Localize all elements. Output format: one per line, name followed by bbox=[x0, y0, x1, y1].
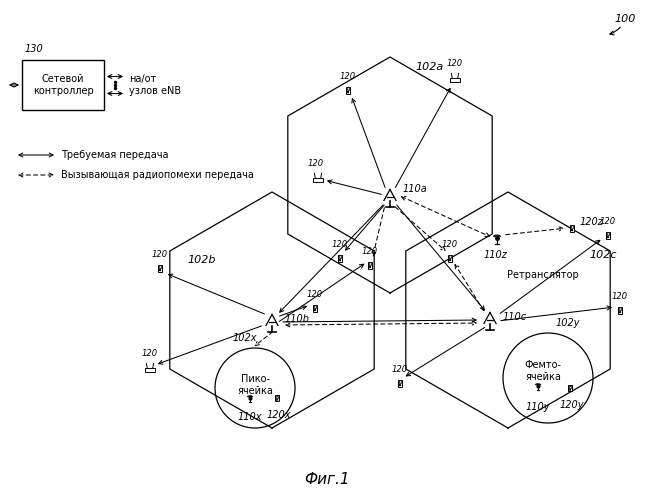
Text: 102c: 102c bbox=[590, 250, 617, 260]
Text: 120: 120 bbox=[142, 349, 158, 358]
Bar bbox=[275, 395, 279, 401]
Text: Пико-
ячейка: Пико- ячейка bbox=[237, 374, 273, 396]
Text: на/от
узлов eNB: на/от узлов eNB bbox=[129, 74, 181, 96]
Circle shape bbox=[369, 266, 371, 268]
Text: 120: 120 bbox=[307, 290, 323, 299]
Bar bbox=[368, 262, 372, 268]
Bar bbox=[314, 306, 316, 308]
Text: 110x: 110x bbox=[238, 412, 262, 422]
Bar bbox=[369, 262, 371, 266]
Text: 100: 100 bbox=[614, 14, 636, 24]
Text: 120: 120 bbox=[612, 292, 628, 301]
Bar bbox=[571, 226, 574, 228]
Bar bbox=[448, 254, 452, 262]
Text: 120: 120 bbox=[340, 72, 356, 81]
Text: 110a: 110a bbox=[403, 184, 428, 194]
Text: 120z: 120z bbox=[580, 217, 604, 227]
Bar bbox=[339, 256, 341, 258]
Text: 102b: 102b bbox=[188, 255, 216, 265]
Text: 120: 120 bbox=[308, 159, 324, 168]
Text: 120: 120 bbox=[392, 365, 408, 374]
Bar bbox=[570, 224, 574, 232]
Text: Ретранслятор: Ретранслятор bbox=[507, 270, 579, 280]
Bar bbox=[338, 254, 342, 262]
Bar bbox=[450, 78, 460, 82]
Bar bbox=[618, 306, 622, 314]
Text: 120: 120 bbox=[152, 250, 168, 259]
Bar bbox=[398, 380, 402, 386]
Bar bbox=[607, 232, 609, 235]
Text: Требуемая передача: Требуемая передача bbox=[61, 150, 168, 160]
Bar bbox=[346, 88, 350, 90]
Bar bbox=[313, 304, 317, 312]
Text: 120: 120 bbox=[332, 240, 348, 249]
Bar bbox=[569, 386, 571, 388]
Bar bbox=[145, 368, 155, 372]
Text: 120: 120 bbox=[442, 240, 458, 249]
Bar bbox=[346, 86, 350, 94]
Text: 110b: 110b bbox=[285, 314, 310, 324]
Text: Фиг.1: Фиг.1 bbox=[304, 472, 350, 487]
Text: 110y: 110y bbox=[526, 402, 550, 412]
Text: 120: 120 bbox=[600, 217, 616, 226]
Bar bbox=[568, 385, 572, 391]
Text: 102x: 102x bbox=[233, 333, 257, 343]
Bar bbox=[618, 308, 622, 310]
Bar bbox=[158, 264, 162, 272]
Text: 110z: 110z bbox=[483, 250, 507, 260]
Bar bbox=[606, 232, 610, 238]
Text: Сетевой
контроллер: Сетевой контроллер bbox=[33, 74, 94, 96]
Text: 102y: 102y bbox=[555, 318, 580, 328]
Bar bbox=[313, 178, 323, 182]
Bar bbox=[398, 380, 402, 384]
Bar bbox=[22, 60, 104, 110]
Text: 120y: 120y bbox=[560, 400, 584, 410]
Text: 110c: 110c bbox=[503, 312, 527, 322]
Text: 102a: 102a bbox=[416, 62, 444, 72]
Text: 120: 120 bbox=[447, 59, 463, 68]
Text: Фемто-
ячейка: Фемто- ячейка bbox=[525, 360, 561, 382]
Bar bbox=[276, 396, 278, 398]
Text: Вызывающая радиопомехи передача: Вызывающая радиопомехи передача bbox=[61, 170, 254, 180]
Bar bbox=[449, 256, 451, 258]
Text: 130: 130 bbox=[25, 44, 43, 54]
Circle shape bbox=[607, 236, 608, 238]
Text: 120x: 120x bbox=[267, 410, 291, 420]
Text: 120: 120 bbox=[362, 247, 378, 256]
Bar bbox=[159, 266, 162, 268]
